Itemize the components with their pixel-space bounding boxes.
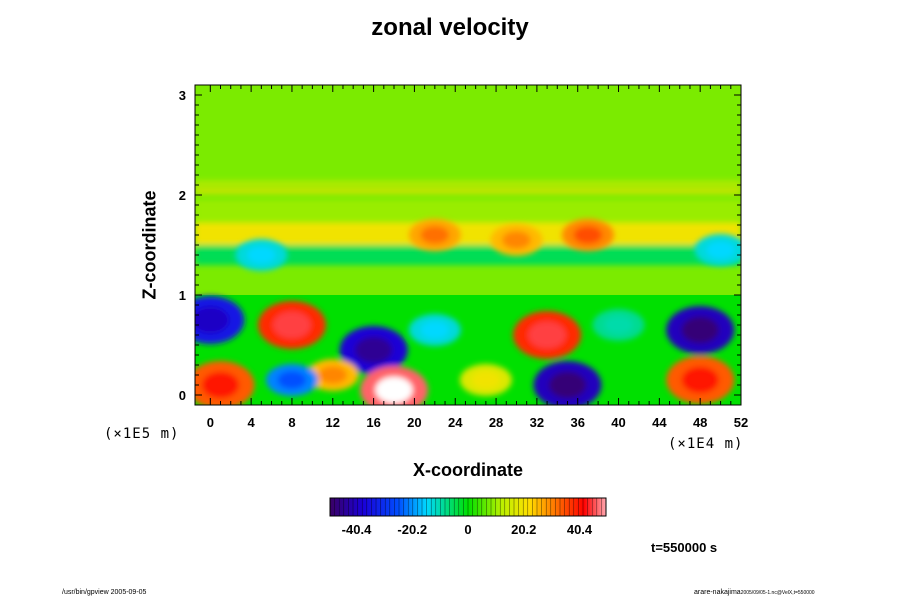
footer-source-sub: 2005/09/05-1.nc@VelX,t=550000 <box>740 590 815 596</box>
y-tick-label: 1 <box>179 288 186 303</box>
heatmap-feature-core <box>502 231 531 249</box>
time-label: t=550000 s <box>651 540 718 555</box>
colorbar-tick-label: -40.4 <box>342 522 372 537</box>
y-axis-label: Z-coordinate <box>139 190 160 300</box>
x-tick-label: 28 <box>489 415 503 430</box>
heatmap-feature-core <box>681 366 719 394</box>
x-unit-label: (×1E4 m) <box>668 436 744 452</box>
heatmap-feature-core <box>195 306 230 334</box>
x-tick-label: 24 <box>448 415 463 430</box>
heatmap-feature-core <box>273 311 311 339</box>
footer-source: arare-nakajima2005/09/05-1.nc@VelX,t=550… <box>694 589 815 596</box>
heatmap-feature-core <box>375 376 413 404</box>
heatmap-feature-core <box>420 226 450 244</box>
heatmap-band <box>195 223 741 245</box>
heatmap-feature-core <box>528 321 566 349</box>
x-axis-label: X-coordinate <box>412 460 523 480</box>
heatmap-field <box>195 85 741 405</box>
y-tick-label: 0 <box>179 388 186 403</box>
heatmap-feature-core <box>681 316 719 344</box>
heatmap-band <box>195 245 741 265</box>
chart-title: zonal velocity <box>371 14 529 41</box>
heatmap-feature-core <box>548 371 587 399</box>
heatmap-feature-core <box>706 241 735 259</box>
heatmap-feature-core <box>604 316 633 334</box>
x-tick-label: 36 <box>570 415 584 430</box>
y-tick-label: 2 <box>179 188 186 203</box>
x-tick-label: 48 <box>693 415 707 430</box>
heatmap-band <box>195 200 741 223</box>
heatmap-feature-core <box>420 321 450 339</box>
colorbar-tick-label: 40.4 <box>567 522 593 537</box>
colorbar-tick-label: 0 <box>464 522 471 537</box>
heatmap-feature-core <box>573 226 603 244</box>
x-tick-label: 0 <box>207 415 214 430</box>
y-unit-label: (×1E5 m) <box>104 426 180 442</box>
x-tick-label: 12 <box>326 415 340 430</box>
heatmap-feature-core <box>318 366 348 384</box>
heatmap-band <box>195 181 741 183</box>
x-tick-label: 4 <box>248 415 256 430</box>
heatmap-feature-core <box>471 371 501 389</box>
heatmap-feature-core <box>201 371 240 399</box>
heatmap-band <box>195 185 741 187</box>
x-tick-label: 16 <box>366 415 380 430</box>
x-tick-label: 20 <box>407 415 421 430</box>
y-tick-label: 3 <box>179 88 186 103</box>
footer-source-main: arare-nakajima <box>694 589 741 596</box>
x-tick-label: 44 <box>652 415 667 430</box>
x-tick-label: 40 <box>611 415 625 430</box>
footer-command: /usr/bin/gpview 2005-09-05 <box>62 589 147 596</box>
heatmap-feature-core <box>277 371 307 389</box>
x-tick-label: 8 <box>288 415 295 430</box>
x-tick-label: 52 <box>734 415 748 430</box>
colorbar-tick-label: 20.2 <box>511 522 536 537</box>
heatmap-features <box>195 219 741 405</box>
heatmap-feature-core <box>247 246 276 264</box>
colorbar: -40.4 -20.2 0 20.2 40.4 <box>329 497 607 537</box>
heatmap-band <box>195 190 741 193</box>
colorbar-tick-label: -20.2 <box>397 522 427 537</box>
x-tick-label: 32 <box>530 415 544 430</box>
heatmap-feature-core <box>354 336 393 364</box>
